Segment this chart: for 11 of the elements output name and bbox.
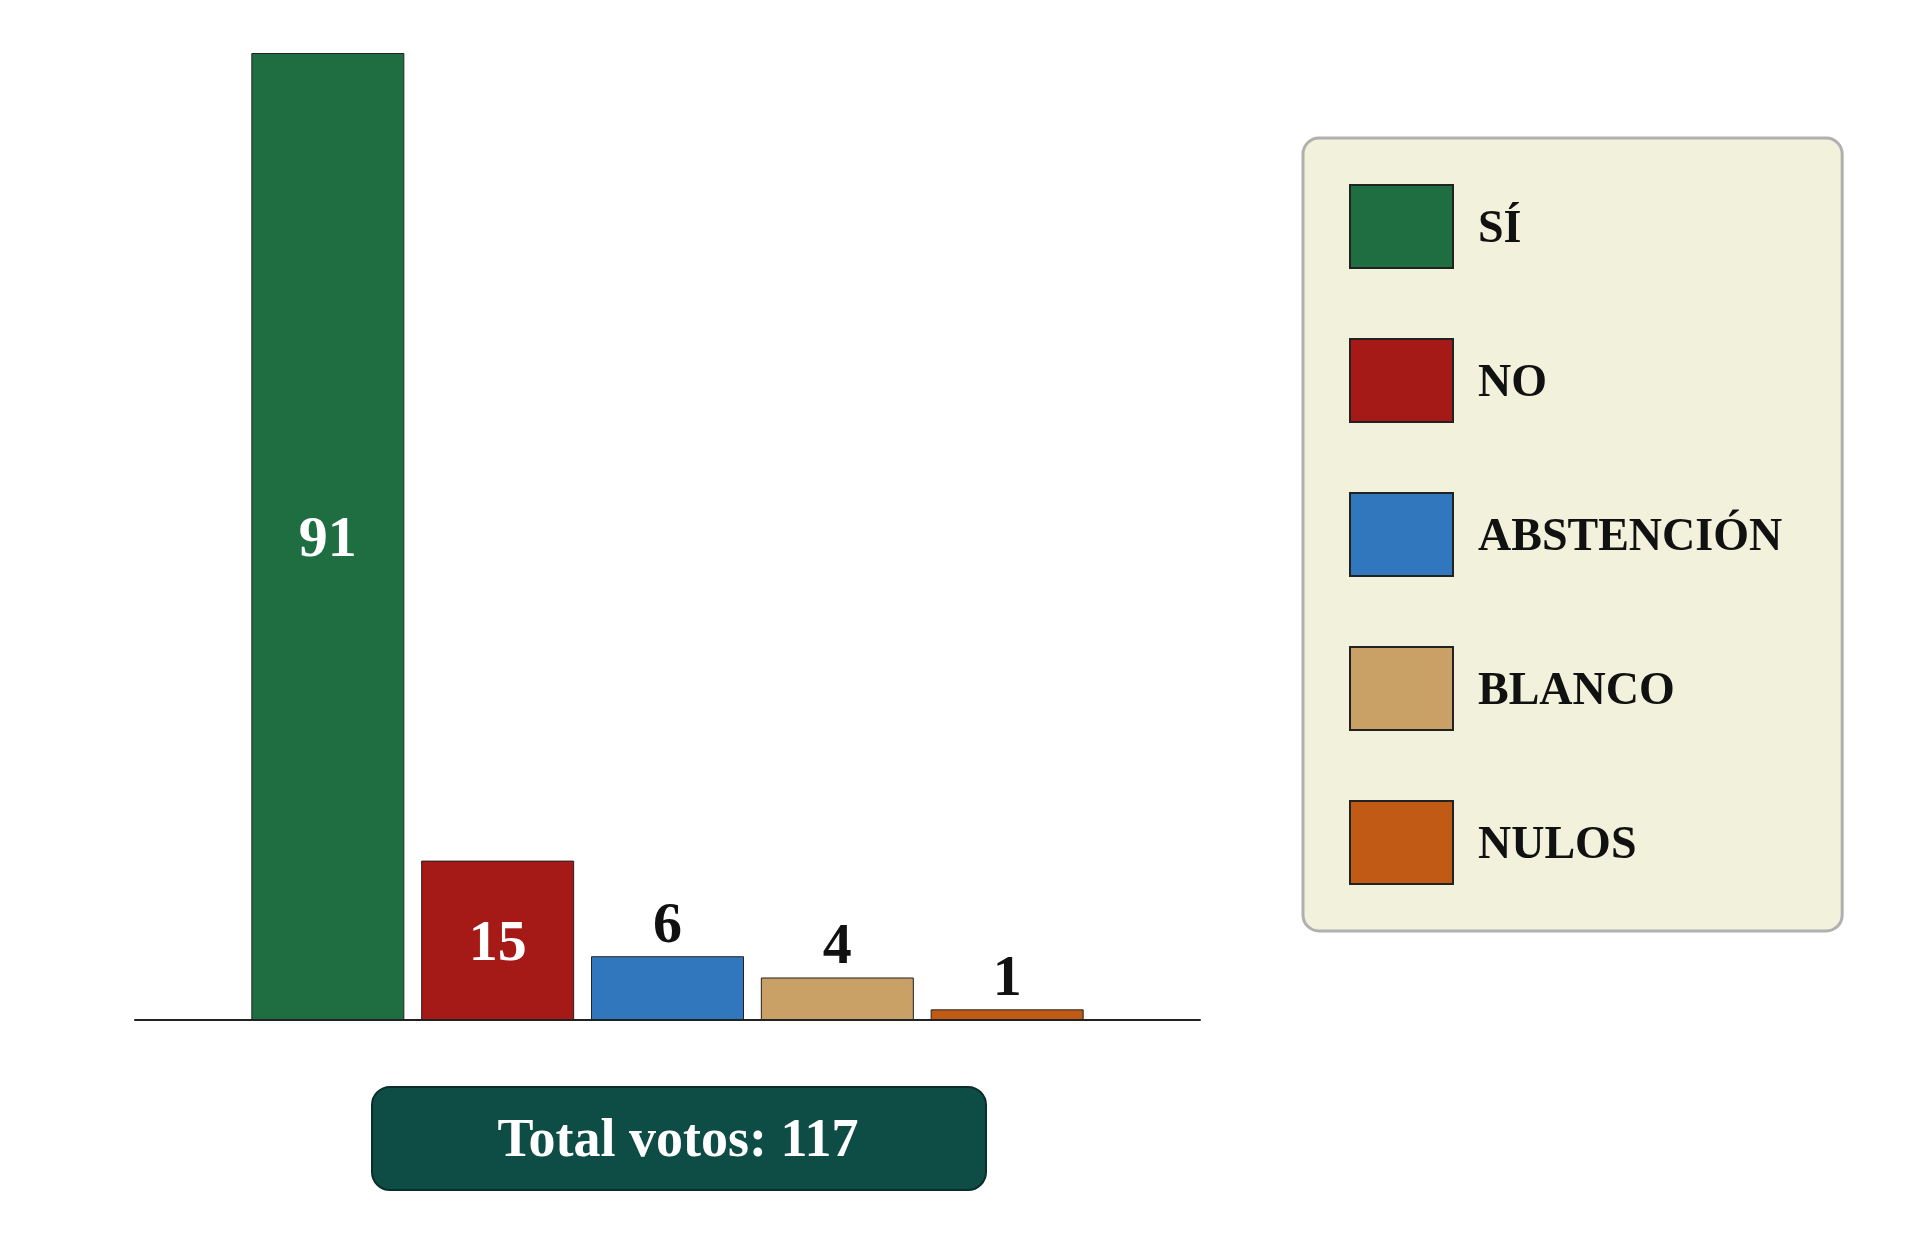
text: Total votos: 117 [497,1108,859,1168]
legend-label: ABSTENCIÓN [1478,509,1783,560]
data-label: 15 [468,907,527,973]
data-label: 6 [653,889,682,955]
data-label: 91 [298,504,357,569]
legend-label: SÍ [1478,201,1522,252]
data-label: 4 [822,910,852,976]
legend-label: NULOS [1478,817,1637,868]
legend-label: NO [1478,355,1547,406]
data-label: 1 [992,942,1022,1008]
legend-label: BLANCO [1478,663,1675,714]
